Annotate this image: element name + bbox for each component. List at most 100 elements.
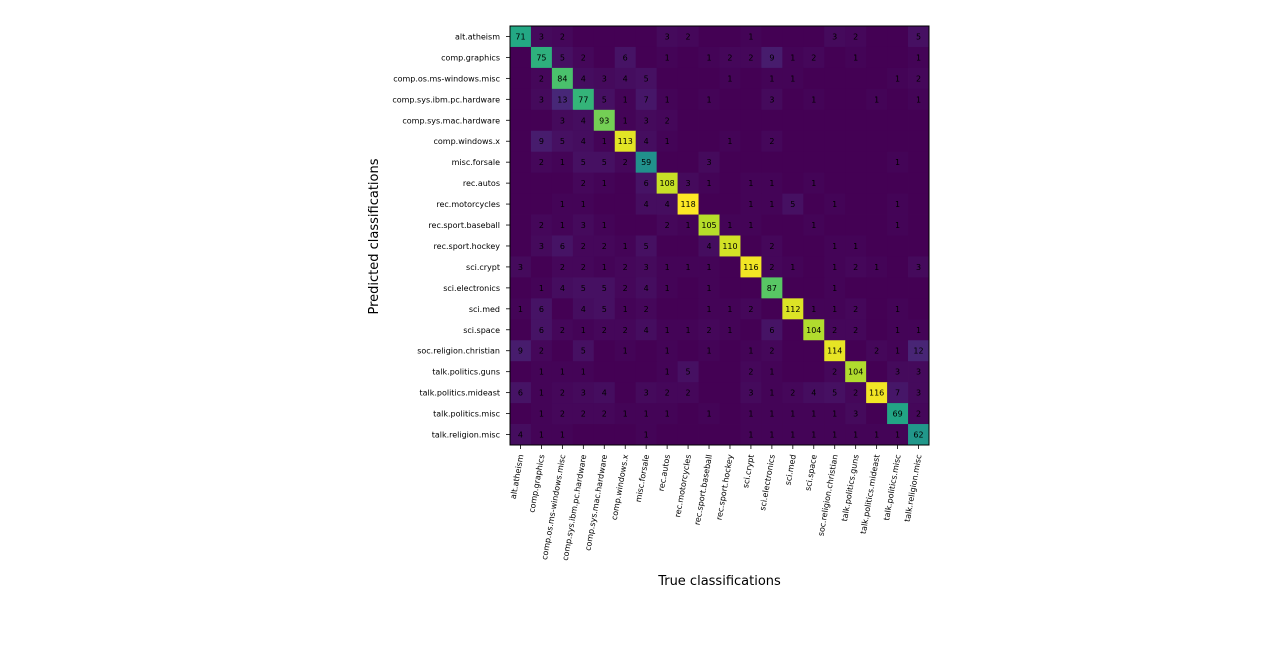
heatmap-cell <box>572 193 595 215</box>
heatmap-cell <box>866 319 888 341</box>
heatmap-cell <box>719 172 741 194</box>
cell-value-label: 6 <box>644 179 649 188</box>
cell-value-label: 4 <box>581 137 586 146</box>
heatmap-cell <box>866 26 888 48</box>
heatmap-cell <box>782 46 804 69</box>
heatmap-cell <box>908 193 930 215</box>
heatmap-cell <box>572 67 595 90</box>
heatmap-cell <box>551 88 574 111</box>
cell-value-label: 1 <box>811 410 816 419</box>
heatmap-cell <box>782 361 804 383</box>
heatmap-cell <box>677 361 699 383</box>
heatmap-cell <box>719 67 741 90</box>
cell-value-label: 1 <box>665 137 670 146</box>
cell-value-label: 3 <box>560 116 565 125</box>
heatmap-cell <box>551 214 574 236</box>
heatmap-cell <box>656 235 678 257</box>
heatmap-cell <box>530 88 553 111</box>
heatmap-cell <box>530 193 553 215</box>
heatmap-cell <box>908 298 930 320</box>
cell-value-label: 7 <box>895 389 900 398</box>
cell-value-label: 113 <box>618 137 633 146</box>
heatmap-cell <box>908 172 930 194</box>
cell-value-label: 2 <box>769 242 774 251</box>
heatmap-cell <box>551 109 574 132</box>
cell-value-label: 1 <box>686 221 691 230</box>
heatmap-cell <box>614 46 637 69</box>
cell-value-label: 3 <box>581 389 586 398</box>
heatmap-cell <box>698 172 720 194</box>
heatmap-cell <box>824 151 846 174</box>
heatmap-cell <box>719 277 741 299</box>
heatmap-cell <box>908 340 930 362</box>
cell-value-label: 2 <box>853 389 858 398</box>
heatmap-cell <box>803 298 825 320</box>
heatmap-cell <box>510 256 532 278</box>
heatmap-cell <box>614 67 637 90</box>
x-axis-label: True classifications <box>657 574 781 589</box>
y-tick-label: talk.politics.mideast <box>419 389 500 398</box>
cell-value-label: 2 <box>665 389 670 398</box>
heatmap-cell <box>530 46 553 69</box>
cell-value-label: 62 <box>913 431 923 440</box>
y-tick-label: alt.atheism <box>455 32 500 41</box>
cell-value-label: 6 <box>623 53 628 62</box>
cell-value-label: 1 <box>665 347 670 356</box>
y-axis-label: Predicted classifications <box>367 158 382 314</box>
heatmap-cell <box>740 361 762 383</box>
cell-value-label: 2 <box>769 137 774 146</box>
heatmap-cell <box>656 277 678 299</box>
cell-value-label: 2 <box>623 263 628 272</box>
cell-value-label: 1 <box>853 53 858 62</box>
heatmap-cell <box>824 298 846 320</box>
y-tick-labels: alt.atheism comp.graphics comp.os.ms-windo… <box>392 32 510 440</box>
heatmap-cell <box>614 109 637 132</box>
cell-value-label: 1 <box>874 263 879 272</box>
cell-value-label: 1 <box>581 326 586 335</box>
x-tick-label: comp.graphics <box>527 454 546 514</box>
y-tick-label: rec.sport.hockey <box>434 242 501 251</box>
cell-value-label: 1 <box>727 305 732 314</box>
cell-value-label: 1 <box>748 347 753 356</box>
cell-value-label: 1 <box>602 137 607 146</box>
heatmap-cell <box>803 319 825 341</box>
cell-value-label: 84 <box>557 74 567 83</box>
heatmap-cell <box>782 88 804 111</box>
cell-value-label: 1 <box>706 179 711 188</box>
cell-value-label: 1 <box>769 431 774 440</box>
cell-value-label: 1 <box>706 53 711 62</box>
heatmap-cell <box>530 151 553 174</box>
heatmap-cell <box>740 382 762 404</box>
heatmap-cell <box>866 340 888 362</box>
cell-value-label: 2 <box>748 305 753 314</box>
cell-value-label: 2 <box>581 263 586 272</box>
cell-value-label: 2 <box>623 326 628 335</box>
heatmap-cell <box>677 88 699 111</box>
x-tick-label: talk.religion.misc <box>903 454 924 523</box>
heatmap-cell <box>740 193 762 215</box>
cell-value-label: 1 <box>895 305 900 314</box>
heatmap-cell <box>510 67 532 90</box>
heatmap-cell <box>551 319 574 341</box>
y-tick-label: sci.crypt <box>466 263 500 272</box>
cell-value-label: 2 <box>832 326 837 335</box>
heatmap-cell <box>782 26 804 48</box>
cell-value-label: 1 <box>706 95 711 104</box>
heatmap-cell <box>530 214 553 236</box>
cell-value-label: 93 <box>599 116 609 125</box>
heatmap-cell <box>593 172 616 194</box>
x-tick-label: sci.med <box>784 454 798 486</box>
heatmap-cell <box>530 235 553 257</box>
cell-value-label: 1 <box>581 368 586 377</box>
heatmap-cell <box>510 130 532 153</box>
x-tick-label: sci.electronics <box>758 454 777 512</box>
cell-value-label: 2 <box>623 284 628 293</box>
heatmap-cell <box>698 88 720 111</box>
heatmap-cell <box>698 298 720 320</box>
heatmap-cell <box>530 256 553 278</box>
heatmap-cell <box>719 151 741 174</box>
cell-value-label: 6 <box>518 389 523 398</box>
heatmap-cell <box>593 109 616 132</box>
cell-value-label: 118 <box>680 200 695 209</box>
